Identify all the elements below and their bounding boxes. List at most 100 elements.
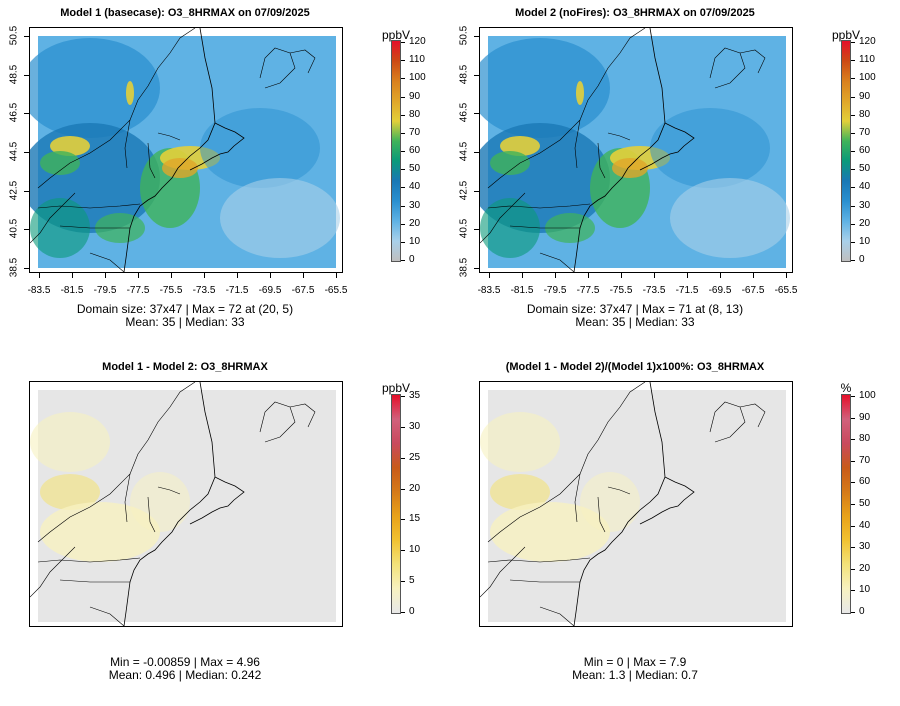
panel-2-title: Model 2 (noFires): O3_8HRMAX on 07/09/20… bbox=[515, 7, 755, 19]
panel-4-state-border bbox=[509, 579, 580, 583]
panel-3-colorbar-label: 15 bbox=[409, 513, 421, 525]
panel-3-colorbar bbox=[391, 394, 401, 614]
panel-1-y-tick-label: 40.5 bbox=[8, 219, 20, 239]
panel-2-y-tick-label: 40.5 bbox=[458, 219, 470, 239]
panel-4-colorbar-tick bbox=[851, 547, 855, 549]
panel-2-x-tick-mark bbox=[654, 273, 655, 278]
panel-2-colorbar-label: 40 bbox=[859, 181, 871, 193]
panel-4-state-border bbox=[607, 486, 631, 495]
panel-4-colorbar-label: 30 bbox=[859, 541, 871, 553]
panel-1-x-tick-mark bbox=[303, 273, 304, 278]
panel-3-colorbar-tick bbox=[401, 581, 405, 583]
panel-2-colorbar-tick bbox=[851, 241, 855, 243]
panel-4-unit: % bbox=[840, 381, 852, 395]
panel-1-colorbar-label: 30 bbox=[409, 199, 421, 211]
panel-2-x-tick-mark bbox=[489, 273, 490, 278]
panel-1-x-tick-label: -83.5 bbox=[27, 285, 51, 296]
panel-2-colorbar-tick bbox=[851, 223, 855, 225]
panel-1-state-border bbox=[30, 192, 76, 244]
panel-2-y-tick-mark bbox=[474, 190, 479, 192]
panel-2-colorbar bbox=[841, 40, 851, 262]
panel-3-state-border bbox=[129, 382, 196, 475]
panel-2-ozone-field-patch bbox=[612, 158, 648, 178]
panel-1-x-tick-mark bbox=[72, 273, 73, 278]
panel-4-colorbar-label: 70 bbox=[859, 454, 871, 466]
panel-2-x-tick-label: -77.5 bbox=[576, 285, 600, 296]
panel-2-ozone-field-patch bbox=[670, 178, 790, 258]
panel-2-x-tick-mark bbox=[753, 273, 754, 278]
panel-4-state-border bbox=[487, 473, 581, 543]
panel-3-colorbar-tick bbox=[401, 426, 405, 428]
panel-2-x-tick-label: -69.5 bbox=[708, 285, 732, 296]
panel-2-state-border bbox=[739, 49, 766, 74]
panel-2-map bbox=[479, 27, 793, 273]
panel-2-colorbar-tick bbox=[851, 260, 855, 261]
panel-2-colorbar-tick bbox=[851, 132, 855, 134]
panel-2-x-tick-mark bbox=[786, 273, 787, 278]
panel-2-ozone-field-patch bbox=[650, 108, 770, 188]
panel-2-y-tick-label: 38.5 bbox=[458, 257, 470, 278]
panel-1-colorbar-label: 70 bbox=[409, 126, 421, 138]
panel-2-state-border bbox=[597, 142, 606, 179]
panel-2-state-border bbox=[487, 203, 591, 209]
panel-4-state-border bbox=[539, 606, 575, 626]
panel-4-state-border bbox=[579, 382, 646, 475]
panel-1-x-tick-label: -65.5 bbox=[324, 285, 348, 296]
panel-1-colorbar-label: 50 bbox=[409, 163, 421, 175]
panel-1-colorbar-tick bbox=[401, 241, 405, 243]
panel-3-coastline bbox=[189, 476, 245, 525]
panel-4-colorbar-tick bbox=[851, 417, 855, 419]
panel-2-x-tick-mark bbox=[522, 273, 523, 278]
panel-1-coastline bbox=[123, 28, 216, 272]
panel-1-unit: ppbV bbox=[381, 28, 411, 42]
panel-1-y-tick-mark bbox=[24, 190, 29, 192]
panel-2-colorbar-label: 120 bbox=[859, 36, 876, 47]
panel-1-y-tick-mark bbox=[24, 229, 29, 231]
panel-4-difference-field-patch bbox=[480, 412, 560, 472]
panel-3-state-border bbox=[37, 557, 141, 563]
panel-1-stats: Domain size: 37x47 | Max = 72 at (20, 5)… bbox=[30, 303, 340, 329]
panel-4-state-border bbox=[487, 557, 591, 563]
panel-1-y-tick-mark bbox=[24, 74, 29, 76]
panel-2-x-tick-mark bbox=[621, 273, 622, 278]
panel-2-state-border bbox=[509, 225, 580, 229]
panel-1-stats-line1: Domain size: 37x47 | Max = 72 at (20, 5) bbox=[76, 302, 294, 316]
panel-4-colorbar-label: 0 bbox=[859, 606, 865, 617]
panel-3-coastline bbox=[123, 382, 216, 626]
panel-3-colorbar-tick bbox=[401, 612, 405, 613]
panel-4-colorbar-tick bbox=[851, 439, 855, 441]
panel-2-ozone-field-patch bbox=[480, 198, 540, 258]
panel-2-ozone-field-patch bbox=[490, 151, 530, 175]
panel-1-ozone-field-patch bbox=[162, 158, 198, 178]
panel-2-y-tick-mark bbox=[474, 36, 479, 37]
panel-1-state-border bbox=[157, 132, 181, 141]
panel-3-colorbar-tick bbox=[401, 550, 405, 552]
panel-2-x-tick-label: -83.5 bbox=[477, 285, 501, 296]
panel-2-coastline bbox=[573, 28, 666, 272]
panel-4-colorbar-label: 20 bbox=[859, 562, 871, 574]
panel-1-state-border bbox=[129, 28, 196, 121]
panel-2-x-tick-mark bbox=[588, 273, 589, 278]
panel-3-state-border bbox=[37, 473, 131, 543]
panel-2-colorbar-label: 30 bbox=[859, 199, 871, 211]
panel-2-x-tick-label: -67.5 bbox=[741, 285, 765, 296]
panel-3-colorbar-label: 10 bbox=[409, 544, 421, 556]
panel-3-colorbar-tick bbox=[401, 457, 405, 459]
panel-4-difference-field-patch bbox=[580, 472, 640, 532]
panel-1-colorbar-label: 20 bbox=[409, 217, 421, 229]
panel-1-ozone-field-patch bbox=[220, 178, 340, 258]
panel-4-colorbar-label: 90 bbox=[859, 411, 871, 423]
panel-1-colorbar-tick bbox=[401, 114, 405, 116]
panel-1-x-tick-mark bbox=[171, 273, 172, 278]
panel-1-colorbar-tick bbox=[401, 223, 405, 225]
panel-2-colorbar-label: 80 bbox=[859, 108, 871, 120]
panel-2-stats: Domain size: 37x47 | Max = 71 at (8, 13)… bbox=[480, 303, 790, 329]
panel-2-colorbar-label: 70 bbox=[859, 126, 871, 138]
panel-4-colorbar-tick bbox=[851, 568, 855, 570]
panel-1-stats-line2: Mean: 35 | Median: 33 bbox=[125, 315, 245, 329]
panel-3-state-border bbox=[157, 486, 181, 495]
panel-4-stats-line1: Min = 0 | Max = 7.9 bbox=[583, 655, 687, 669]
panel-4-colorbar-tick bbox=[851, 504, 855, 505]
panel-2-map-svg bbox=[480, 28, 790, 272]
panel-2-state-border bbox=[579, 28, 646, 121]
